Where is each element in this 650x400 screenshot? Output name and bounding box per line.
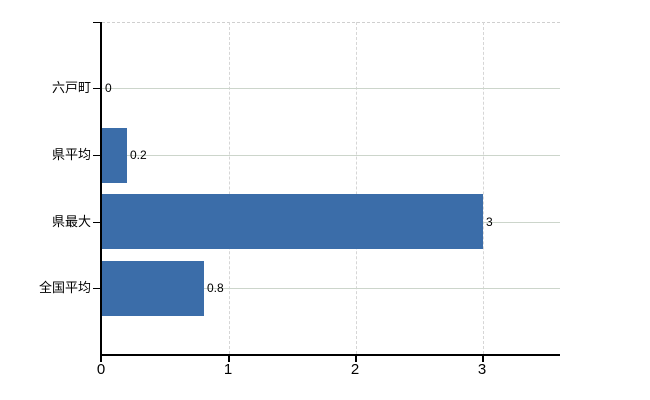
h-gridline: [102, 88, 560, 89]
x-tick-label: 1: [223, 361, 233, 378]
value-label: 0.8: [207, 281, 224, 295]
y-tick-県最大: [93, 221, 100, 223]
x-tick-label: 2: [350, 361, 360, 378]
x-tick-0: [100, 356, 102, 362]
h-gridline: [102, 288, 560, 289]
y-axis-end-tick: [93, 22, 100, 23]
v-gridline: [483, 22, 484, 354]
y-tick-全国平均: [93, 288, 100, 289]
category-label: 六戸町: [51, 80, 91, 95]
bar-県最大: [102, 194, 483, 249]
y-axis: [100, 22, 102, 354]
x-tick-2: [355, 356, 357, 362]
value-label: 3: [486, 214, 493, 229]
x-tick-label: 0: [96, 361, 106, 378]
bar-全国平均: [102, 260, 204, 316]
plot-top-border: [102, 22, 560, 23]
x-tick-label: 3: [477, 361, 487, 378]
value-label: 0: [105, 81, 112, 95]
v-gridline: [356, 22, 357, 354]
x-tick-1: [228, 356, 230, 362]
bar-県平均: [102, 127, 127, 183]
y-tick-県平均: [93, 155, 100, 156]
value-label: 0.2: [130, 148, 147, 162]
y-tick-六戸町: [93, 88, 100, 89]
x-tick-3: [482, 356, 484, 362]
x-axis: [100, 354, 560, 356]
category-label: 県平均: [51, 147, 91, 162]
h-gridline: [102, 155, 560, 156]
v-gridline: [229, 22, 230, 354]
category-label: 県最大: [51, 213, 91, 229]
category-label: 全国平均: [38, 280, 91, 295]
